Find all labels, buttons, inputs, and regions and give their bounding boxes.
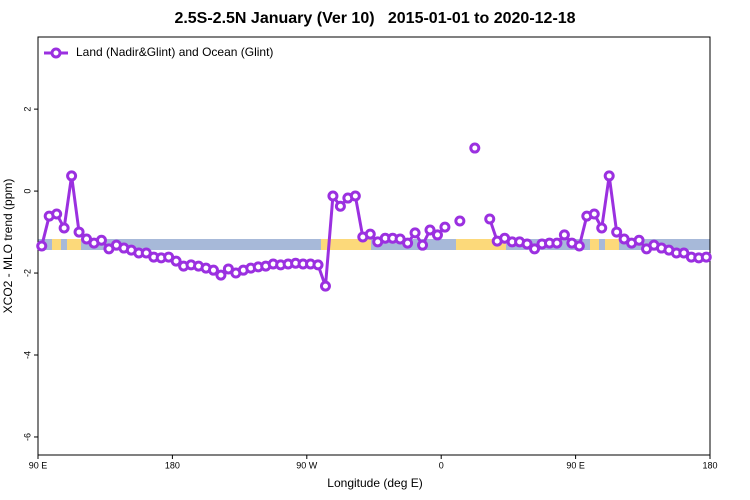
y-tick-label: -6 (22, 433, 32, 441)
y-tick-label: 2 (22, 107, 32, 112)
x-tick-label: 180 (702, 460, 717, 470)
point (431, 229, 443, 241)
point (529, 243, 541, 255)
point (558, 229, 570, 241)
point (573, 240, 585, 252)
legend-label: Land (Nadir&Glint) and Ocean (Glint) (76, 45, 273, 59)
x-tick-label: 180 (165, 460, 180, 470)
land-band (590, 239, 599, 250)
point (700, 251, 712, 263)
point (334, 200, 346, 212)
chart-title: 2.5S-2.5N January (Ver 10) 2015-01-01 to… (174, 10, 575, 27)
point (66, 170, 78, 182)
x-tick-label: 90 E (29, 460, 48, 470)
point (454, 215, 466, 227)
point (36, 240, 48, 252)
point (633, 234, 645, 246)
point (51, 208, 63, 220)
land-band (67, 239, 81, 250)
point (469, 142, 481, 154)
land-band (605, 239, 619, 250)
x-tick-label: 90 E (566, 460, 585, 470)
land-band (321, 239, 371, 250)
land-band (52, 239, 61, 250)
x-axis-label: Longitude (deg E) (327, 476, 422, 490)
point (588, 208, 600, 220)
x-tick-label: 90 W (296, 460, 318, 470)
point (424, 224, 436, 236)
land-band (456, 239, 506, 250)
legend-marker (50, 47, 62, 59)
point (170, 255, 182, 267)
y-axis-label: XCO2 - MLO trend (ppm) (1, 179, 15, 314)
point (409, 227, 421, 239)
x-tick-label: 0 (439, 460, 444, 470)
point (596, 222, 608, 234)
point (364, 228, 376, 240)
point (417, 239, 429, 251)
point (319, 280, 331, 292)
point (439, 221, 451, 233)
point (349, 190, 361, 202)
point (312, 259, 324, 271)
point (327, 190, 339, 202)
point (207, 264, 219, 276)
point (215, 269, 227, 281)
point (58, 222, 70, 234)
y-tick-label: -2 (22, 269, 32, 277)
point (521, 238, 533, 250)
y-tick-label: -4 (22, 351, 32, 359)
point (603, 170, 615, 182)
y-tick-label: 0 (22, 189, 32, 194)
point (402, 237, 414, 249)
point (95, 234, 107, 246)
point (73, 226, 85, 238)
point (611, 226, 623, 238)
point (484, 213, 496, 225)
point (551, 237, 563, 249)
